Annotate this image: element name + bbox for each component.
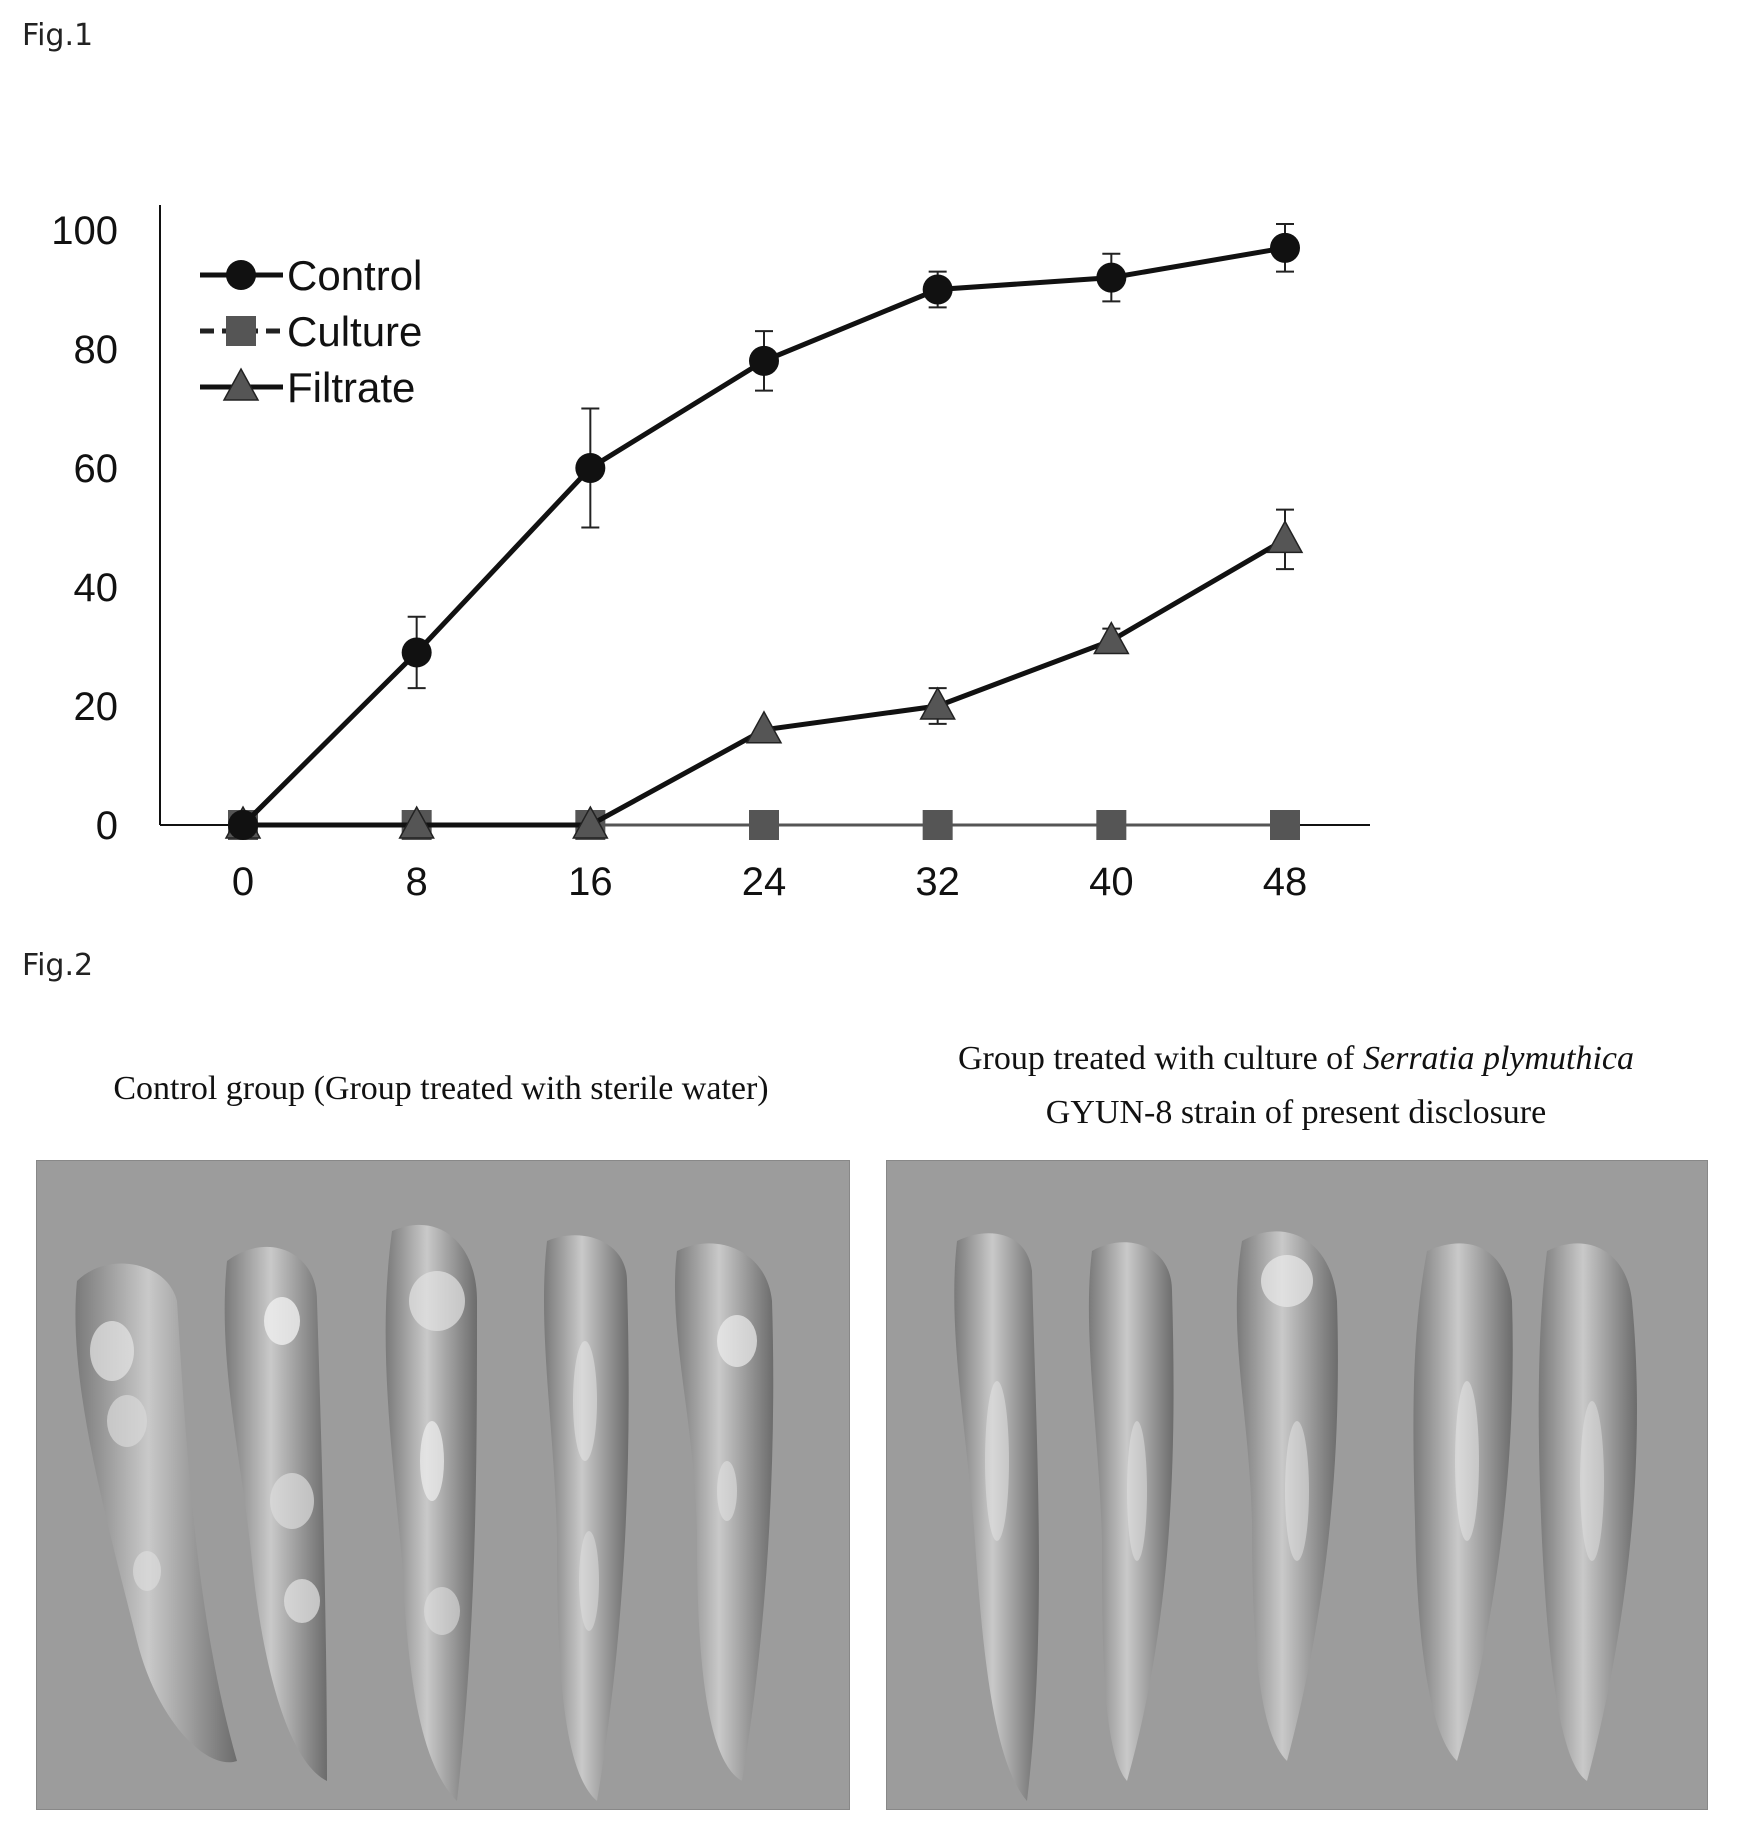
legend-item-control: Control	[200, 252, 422, 299]
data-point-control	[749, 345, 779, 376]
x-tick-label: 24	[742, 860, 787, 904]
pepper-2	[224, 1246, 327, 1781]
pepper-2	[1088, 1242, 1174, 1781]
data-point-filtrate	[398, 805, 435, 839]
x-tick-label: 0	[232, 860, 254, 904]
figure-2-label: Fig.2	[22, 948, 94, 983]
legend-marker	[226, 316, 256, 346]
legend-label: Control	[287, 252, 422, 299]
treated-caption-prefix: Group treated with culture of	[957, 1040, 1363, 1077]
legend-marker	[226, 260, 256, 290]
pepper-3	[1236, 1231, 1338, 1761]
legend-item-filtrate: Filtrate	[200, 364, 415, 411]
pepper-1	[75, 1263, 237, 1763]
series-control	[228, 223, 1300, 840]
data-point-control	[1096, 262, 1127, 293]
data-point-control	[228, 810, 258, 840]
y-tick-label: 40	[74, 566, 119, 610]
pepper-4	[543, 1235, 629, 1801]
pepper-4	[1413, 1243, 1513, 1761]
species-name: Serratia plymuthica	[1363, 1040, 1635, 1077]
y-tick-labels: 0 20 40 60 80 100	[51, 209, 118, 848]
legend-item-culture: Culture	[200, 308, 422, 355]
x-tick-labels: 0 8 16 24 32 40 48	[232, 860, 1307, 904]
data-point-filtrate	[745, 710, 783, 744]
pepper-3	[385, 1224, 477, 1801]
x-tick-label: 32	[915, 860, 960, 904]
chart-legend: Control Culture Filtrate	[200, 252, 422, 411]
data-point-control	[575, 453, 606, 483]
data-point-culture	[1096, 810, 1127, 840]
legend-label: Filtrate	[287, 364, 415, 411]
data-point-filtrate	[919, 686, 956, 720]
y-tick-label: 0	[96, 804, 118, 848]
y-tick-label: 60	[74, 447, 119, 491]
x-tick-label: 8	[406, 860, 428, 904]
treated-group-caption: Group treated with culture of Serratia p…	[886, 1032, 1706, 1141]
pepper-5	[1538, 1243, 1637, 1781]
x-tick-label: 16	[568, 860, 613, 904]
series-filtrate	[224, 508, 1304, 839]
legend-marker	[222, 367, 260, 401]
x-tick-label: 48	[1263, 860, 1308, 904]
data-point-control	[922, 274, 953, 305]
control-group-pepper-photo	[36, 1160, 850, 1810]
data-point-control	[1270, 232, 1300, 263]
pepper-5	[674, 1243, 774, 1781]
data-point-filtrate	[572, 805, 609, 839]
data-point-culture	[922, 810, 953, 840]
chart-series	[224, 223, 1304, 840]
legend-label: Culture	[287, 308, 422, 355]
series-line-filtrate	[243, 537, 1287, 828]
y-tick-label: 80	[74, 328, 119, 372]
treated-caption-line2: GYUN-8 strain of present disclosure	[1045, 1094, 1547, 1132]
figure-1-label: Fig.1	[22, 18, 94, 53]
x-tick-label: 40	[1089, 860, 1134, 904]
treated-group-pepper-photo	[886, 1160, 1708, 1810]
data-point-culture	[749, 810, 779, 840]
data-point-filtrate	[1266, 519, 1304, 554]
pepper-1	[954, 1233, 1039, 1801]
y-tick-label: 100	[51, 209, 118, 253]
control-group-caption: Control group (Group treated with steril…	[113, 1070, 769, 1107]
data-point-filtrate	[1093, 620, 1130, 655]
data-point-culture	[1270, 810, 1300, 840]
data-point-control	[401, 637, 432, 668]
y-tick-label: 20	[74, 685, 119, 729]
figure-1-line-chart: 0 20 40 60 80 100 0 8 16 24 32 40 48 Control Culture…	[51, 205, 1370, 904]
